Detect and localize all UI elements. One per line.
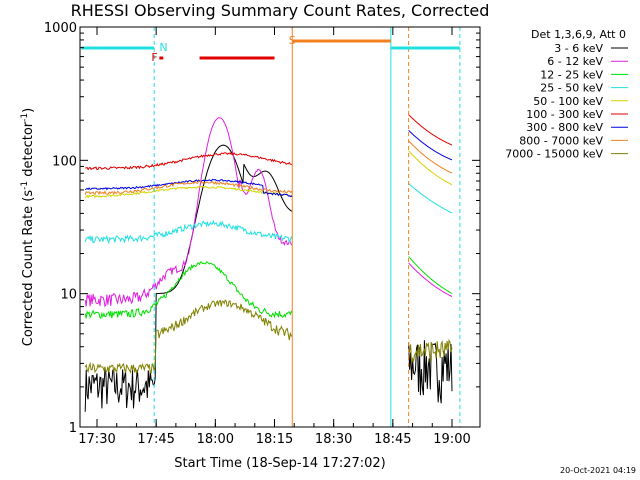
state-boundaries	[153, 27, 461, 427]
flag-label: N	[159, 41, 167, 54]
y-tick-label: 10	[60, 288, 77, 303]
series-layer	[84, 114, 453, 412]
generation-timestamp: 20-Oct-2021 04:19	[560, 466, 636, 475]
plot-frame	[79, 26, 481, 428]
y-axis-label: Corrected Count Rate (s-1 detector-1)	[20, 108, 36, 346]
x-tick-label: 19:00	[433, 432, 470, 447]
x-axis-label: Start Time (18-Sep-14 17:27:02)	[174, 456, 385, 471]
series-line	[84, 183, 453, 245]
legend-label: 7000 - 15000 keV	[505, 148, 603, 161]
legend-label: 800 - 7000 keV	[519, 134, 603, 147]
x-tick-label: 18:00	[197, 432, 234, 447]
y-label-sup-1: -1	[20, 181, 30, 190]
x-tick-label: 17:30	[78, 432, 115, 447]
x-tick-label: 18:15	[256, 432, 293, 447]
x-tick-label: 18:30	[315, 432, 352, 447]
legend-header: Det 1,3,6,9, Att 0	[531, 28, 626, 41]
legend-label: 25 - 50 keV	[540, 82, 603, 95]
x-tick-label: 18:45	[374, 432, 411, 447]
series-line	[84, 129, 453, 198]
series-line	[84, 140, 453, 196]
series-line	[84, 256, 453, 319]
legend-label: 6 - 12 keV	[547, 55, 603, 68]
series-line	[84, 144, 453, 412]
series-line	[85, 114, 453, 171]
legend-label: 12 - 25 keV	[540, 68, 603, 81]
legend-label: 100 - 300 keV	[526, 108, 603, 121]
y-tick-label: 1000	[44, 21, 77, 36]
y-label-end: )	[21, 108, 36, 113]
legend-label: 50 - 100 keV	[533, 95, 603, 108]
y-label-sup-2: -1	[20, 113, 30, 122]
legend-label: 300 - 800 keV	[526, 121, 603, 134]
x-tick-label: 17:45	[137, 432, 174, 447]
flag-label: S	[289, 34, 296, 47]
axes-layer: 17:30 17:45 18:00 18:15 18:30 18:45 19:00 1 10 10…	[44, 21, 480, 447]
flag-label: F	[151, 51, 157, 64]
y-label-main: Corrected Count Rate (s	[21, 190, 36, 347]
series-line	[84, 299, 453, 375]
chart-title: RHESSI Observing Summary Count Rates, Co…	[71, 1, 490, 20]
legend-label: 3 - 6 keV	[554, 42, 603, 55]
series-line	[84, 150, 453, 199]
flag-bars: NF S	[81, 34, 460, 64]
series-line	[84, 117, 453, 308]
y-label-mid: detector	[21, 121, 36, 181]
y-tick-label: 100	[52, 154, 77, 169]
y-tick-label: 1	[69, 421, 77, 436]
